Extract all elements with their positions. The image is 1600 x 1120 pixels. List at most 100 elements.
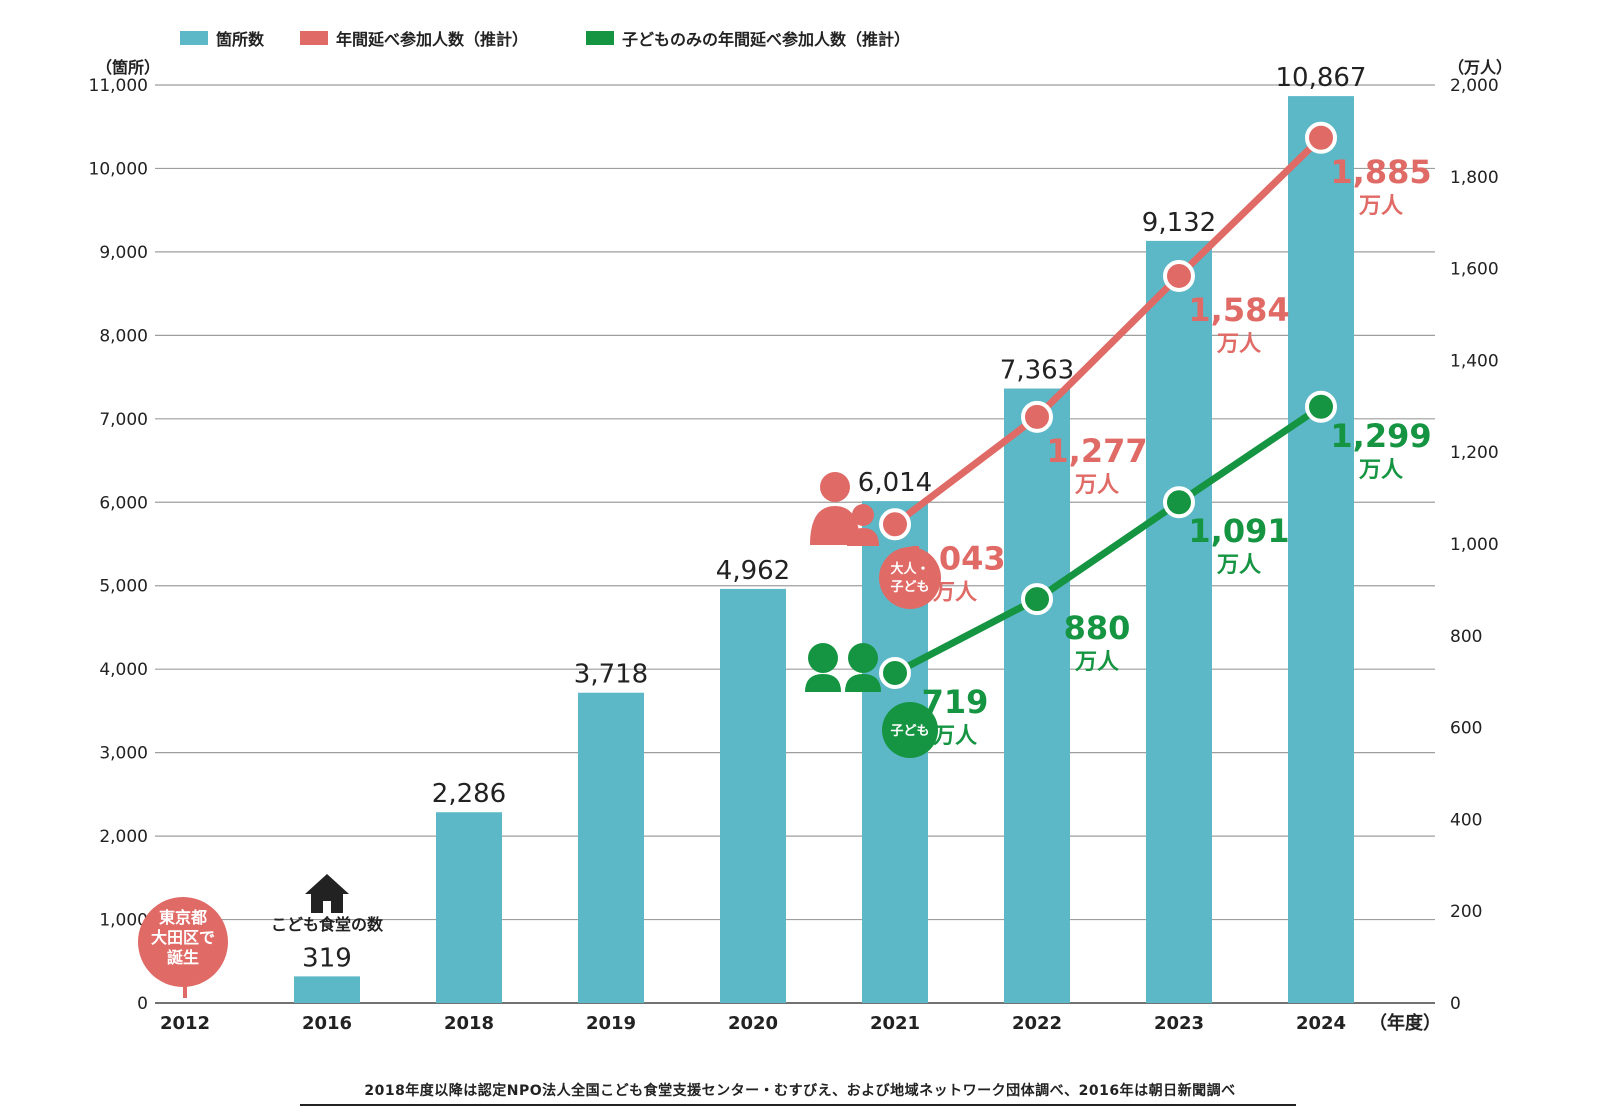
- legend-bars-label: 箇所数: [216, 30, 265, 49]
- adults-badge: [879, 547, 941, 609]
- birth-badge-text: 大田区で: [151, 928, 215, 947]
- children-badge-text: 子ども: [890, 724, 929, 739]
- x-axis-title: （年度）: [1369, 1012, 1441, 1034]
- y-right-tick-label: 1,600: [1450, 260, 1499, 280]
- data-point: [1021, 400, 1053, 433]
- birth-badge-text: 誕生: [167, 948, 199, 967]
- x-tick-label: 2024: [1296, 1013, 1346, 1034]
- right-axis-unit: （万人）: [1448, 58, 1513, 77]
- x-tick-label: 2016: [302, 1013, 352, 1034]
- house-icon-door: [323, 901, 331, 913]
- y-right-tick-label: 1,200: [1450, 443, 1499, 463]
- data-point: [1021, 583, 1053, 616]
- series-line: [893, 403, 1323, 677]
- bar: [294, 976, 360, 1003]
- child-figure-icon: [852, 504, 874, 526]
- bar-value-label: 2,286: [432, 779, 506, 809]
- y-left-tick-label: 9,000: [99, 243, 148, 263]
- legend-bars: 箇所数: [180, 26, 264, 50]
- legend-adults-swatch: [300, 31, 328, 45]
- legend-bars-swatch: [180, 31, 208, 45]
- combo-chart: 0 1,000 2,000 3,000 4,000 5,000 6,000 7,000 8,00…: [89, 63, 1499, 1034]
- y-right-tick-label: 400: [1450, 810, 1482, 830]
- y-right-tick-label: 1,800: [1450, 168, 1499, 188]
- source-underline: [300, 1104, 1296, 1106]
- x-tick-label: 2018: [444, 1013, 494, 1034]
- y-right-tick-label: 0: [1450, 994, 1461, 1014]
- children-badge: [882, 702, 938, 758]
- source-note: 2018年度以降は認定NPO法人全国こども食堂支援センター・むすびえ、および地域…: [364, 1083, 1236, 1099]
- y-right-tick-label: 2,000: [1450, 76, 1499, 96]
- x-tick-label: 2019: [586, 1013, 636, 1034]
- adult-figure-icon: [820, 472, 850, 502]
- y-left-tick-label: 5,000: [99, 577, 148, 597]
- series-value-label: 880: [1064, 609, 1131, 647]
- birth-badge: [138, 897, 228, 987]
- adults-badge-text: 大人・: [890, 561, 929, 577]
- y-right-tick-label: 1,000: [1450, 535, 1499, 555]
- y-left-tick-label: 0: [137, 994, 148, 1014]
- data-point: [1163, 259, 1195, 292]
- bar-value-label: 4,962: [716, 556, 790, 586]
- series-unit-label: 万人: [1074, 650, 1119, 675]
- x-tick-label: 2021: [870, 1013, 920, 1034]
- bar: [1004, 388, 1070, 1003]
- y-left-tick-label: 8,000: [99, 326, 148, 346]
- y-left-tick-label: 1,000: [99, 911, 148, 931]
- legend-children: 子どものみの年間延べ参加人数（推計）: [586, 26, 910, 50]
- y-left-tick-label: 6,000: [99, 493, 148, 513]
- left-axis-unit: （箇所）: [96, 58, 161, 77]
- child-figure-body: [847, 528, 879, 546]
- bar: [1146, 240, 1212, 1004]
- adult-figure-body: [810, 506, 860, 545]
- y-left-tick-label: 3,000: [99, 744, 148, 764]
- bar: [578, 692, 644, 1003]
- x-tick-label: 2020: [728, 1013, 778, 1034]
- child-figure-icon: [808, 643, 838, 673]
- y-right-tick-label: 800: [1450, 627, 1482, 647]
- child-figure-body: [805, 674, 841, 692]
- data-point: [879, 656, 911, 689]
- series-unit-label: 万人: [1074, 473, 1119, 498]
- data-point: [1163, 486, 1195, 519]
- bar-value-label: 9,132: [1142, 208, 1216, 238]
- legend-adults-label: 年間延べ参加人数（推計）: [336, 30, 529, 49]
- house-label: こども食堂の数: [271, 915, 384, 934]
- series-unit-label: 万人: [1216, 332, 1261, 357]
- y-left-tick-label: 7,000: [99, 410, 148, 430]
- series-value-label: 1,885: [1330, 153, 1431, 191]
- series-unit-label: 万人: [932, 724, 977, 749]
- child-figure-icon: [848, 643, 878, 673]
- y-right-tick-label: 1,400: [1450, 351, 1499, 371]
- legend-children-swatch: [586, 31, 614, 45]
- bar-value-label: 319: [302, 943, 352, 973]
- series-value-label: 1,091: [1188, 512, 1289, 550]
- x-tick-label: 2022: [1012, 1013, 1062, 1034]
- data-point: [1305, 390, 1337, 423]
- series-value-label: 1,299: [1330, 417, 1431, 455]
- data-point: [1305, 121, 1337, 154]
- bar: [720, 588, 786, 1003]
- y-left-tick-label: 11,000: [89, 76, 148, 96]
- bar: [436, 812, 502, 1003]
- adults-badge-text: 子ども: [890, 580, 929, 595]
- x-tick-label: 2012: [160, 1013, 210, 1034]
- series-unit-label: 万人: [1358, 458, 1403, 483]
- bar-value-label: 6,014: [858, 468, 932, 498]
- y-left-tick-label: 4,000: [99, 660, 148, 680]
- birth-badge-text: 東京都: [159, 908, 207, 927]
- house-icon: [305, 874, 349, 894]
- bar-value-label: 3,718: [574, 660, 648, 690]
- bar-value-label: 7,363: [1000, 356, 1074, 386]
- child-figure-body: [845, 674, 881, 692]
- series-value-label: 1,277: [1046, 432, 1147, 470]
- y-right-tick-label: 200: [1450, 902, 1482, 922]
- bar-value-label: 10,867: [1276, 63, 1367, 93]
- y-right-tick-label: 600: [1450, 719, 1482, 739]
- series-unit-label: 万人: [1216, 553, 1261, 578]
- legend: （箇所） 箇所数 年間延べ参加人数（推計） 子どものみの年間延べ参加人数（推計）…: [0, 26, 1600, 77]
- legend-adults: 年間延べ参加人数（推計）: [300, 26, 528, 50]
- y-left-tick-label: 2,000: [99, 827, 148, 847]
- y-left-tick-label: 10,000: [89, 159, 148, 179]
- data-point: [879, 508, 911, 541]
